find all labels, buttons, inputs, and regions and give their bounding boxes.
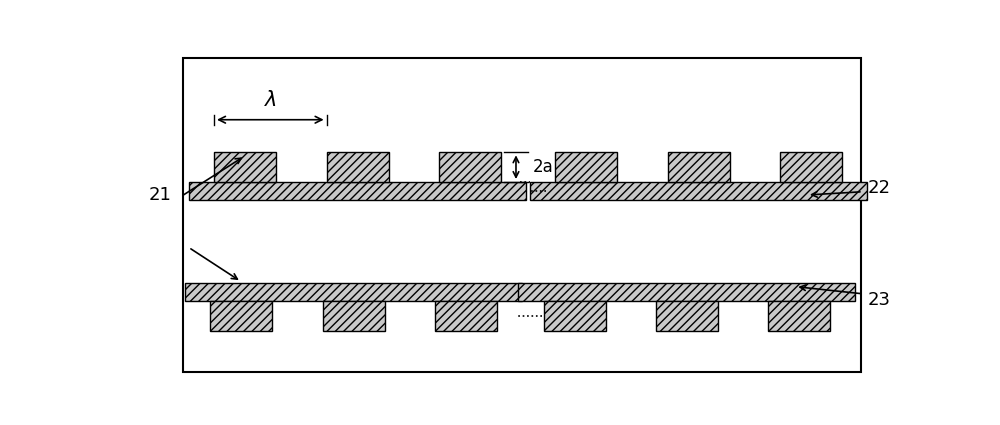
Text: 2a: 2a [533, 158, 554, 176]
Bar [518, 283, 855, 301]
Bar [656, 301, 718, 331]
Bar [326, 153, 388, 182]
Bar [768, 301, 830, 331]
Text: 21: 21 [148, 186, 171, 204]
Text: 22: 22 [867, 179, 890, 198]
Bar [183, 57, 861, 372]
Text: 23: 23 [867, 291, 890, 309]
Bar [780, 153, 842, 182]
Bar [185, 283, 522, 301]
Bar [214, 153, 276, 182]
Bar [323, 301, 385, 331]
Bar [189, 182, 526, 200]
Bar [530, 182, 867, 200]
Bar [544, 301, 606, 331]
Text: $\lambda$: $\lambda$ [264, 90, 277, 110]
Bar [210, 301, 272, 331]
Bar [439, 153, 501, 182]
Bar [668, 153, 730, 182]
Bar [555, 153, 617, 182]
Bar [435, 301, 497, 331]
